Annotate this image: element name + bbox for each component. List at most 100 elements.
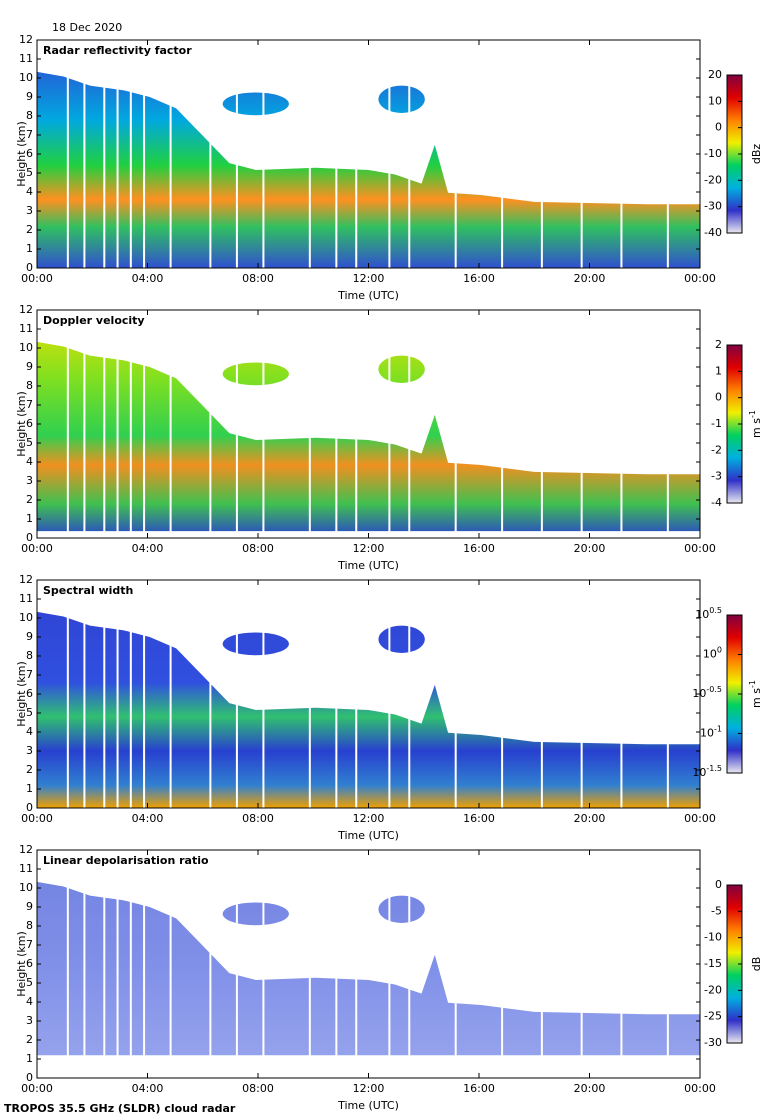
y-tick-label: 6 — [26, 957, 33, 970]
data-gap — [103, 310, 106, 538]
colorbar-tick-label: -10 — [704, 931, 722, 944]
y-tick-label: 0 — [26, 1071, 33, 1084]
x-axis-label: Time (UTC) — [337, 289, 399, 302]
data-gap — [388, 580, 391, 808]
y-tick-label: 8 — [26, 109, 33, 122]
x-tick-label: 00:00 — [684, 812, 716, 825]
x-tick-label: 04:00 — [132, 542, 164, 555]
data-gap — [308, 580, 311, 808]
data-gap — [116, 850, 119, 1078]
data-gap — [209, 40, 212, 268]
x-tick-label: 00:00 — [21, 272, 53, 285]
data-gap — [580, 850, 583, 1078]
colorbar-tick-label: -5 — [711, 904, 722, 917]
x-tick-label: 12:00 — [353, 812, 385, 825]
data-gap — [620, 580, 623, 808]
colorbar-tick-label: -1 — [711, 417, 722, 430]
cloud-field — [37, 40, 700, 268]
data-gap — [308, 40, 311, 268]
y-tick-label: 5 — [26, 976, 33, 989]
x-tick-label: 12:00 — [353, 1082, 385, 1095]
data-gap — [355, 40, 358, 268]
colorbar-label: dBz — [750, 144, 763, 165]
data-gap — [308, 850, 311, 1078]
data-gap — [388, 310, 391, 538]
colorbar-tick-label: -30 — [704, 1036, 722, 1049]
panel: Linear depolarisation ratio0123456789101… — [15, 843, 763, 1112]
cloud-field — [37, 580, 700, 808]
data-gap — [66, 580, 69, 808]
colorbar-tick-label: -4 — [711, 496, 722, 509]
colorbar-tick-label: -20 — [704, 173, 722, 186]
data-gap — [620, 310, 623, 538]
data-gap — [143, 580, 146, 808]
data-gap — [355, 310, 358, 538]
data-gap — [143, 310, 146, 538]
y-axis-label: Height (km) — [15, 661, 28, 727]
data-gap — [66, 310, 69, 538]
cloud-echo — [37, 341, 700, 532]
y-tick-label: 2 — [26, 1033, 33, 1046]
y-tick-label: 3 — [26, 1014, 33, 1027]
y-tick-label: 4 — [26, 185, 33, 198]
data-gap — [169, 580, 172, 808]
x-tick-label: 20:00 — [574, 812, 606, 825]
y-tick-label: 7 — [26, 398, 33, 411]
data-gap — [580, 580, 583, 808]
cloud-echo — [37, 611, 700, 808]
y-tick-label: 10 — [19, 71, 33, 84]
y-tick-label: 12 — [19, 303, 33, 316]
upper-cloud — [222, 362, 289, 386]
x-tick-label: 00:00 — [684, 272, 716, 285]
data-gap — [116, 40, 119, 268]
x-tick-label: 04:00 — [132, 272, 164, 285]
y-axis-label: Height (km) — [15, 391, 28, 457]
data-gap — [620, 850, 623, 1078]
colorbar-tick-label: 1 — [715, 364, 722, 377]
y-tick-label: 6 — [26, 417, 33, 430]
data-gap — [143, 850, 146, 1078]
data-gap — [335, 310, 338, 538]
data-gap — [308, 310, 311, 538]
data-gap — [666, 310, 669, 538]
footer-label: TROPOS 35.5 GHz (SLDR) cloud radar — [4, 1102, 236, 1115]
x-axis-label: Time (UTC) — [337, 559, 399, 572]
x-tick-label: 00:00 — [21, 812, 53, 825]
y-tick-label: 1 — [26, 1052, 33, 1065]
data-gap — [143, 40, 146, 268]
data-gap — [540, 580, 543, 808]
cloud-field — [37, 310, 700, 538]
data-gap — [540, 850, 543, 1078]
data-gap — [209, 850, 212, 1078]
data-gap — [666, 40, 669, 268]
data-gap — [262, 310, 265, 538]
y-tick-label: 11 — [19, 862, 33, 875]
y-tick-label: 5 — [26, 706, 33, 719]
y-tick-label: 3 — [26, 744, 33, 757]
y-tick-label: 4 — [26, 455, 33, 468]
data-gap — [540, 310, 543, 538]
x-tick-label: 04:00 — [132, 812, 164, 825]
y-tick-label: 3 — [26, 204, 33, 217]
y-tick-label: 9 — [26, 900, 33, 913]
y-tick-label: 2 — [26, 223, 33, 236]
y-tick-label: 5 — [26, 166, 33, 179]
y-tick-label: 4 — [26, 725, 33, 738]
y-tick-label: 6 — [26, 147, 33, 160]
y-tick-label: 6 — [26, 687, 33, 700]
x-tick-label: 20:00 — [574, 272, 606, 285]
y-tick-label: 2 — [26, 493, 33, 506]
colorbar-label: dB — [750, 957, 763, 972]
x-tick-label: 04:00 — [132, 1082, 164, 1095]
upper-cloud — [378, 625, 425, 653]
x-tick-label: 08:00 — [242, 542, 274, 555]
data-gap — [501, 850, 504, 1078]
date-label: 18 Dec 2020 — [52, 21, 122, 34]
y-axis-label: Height (km) — [15, 121, 28, 187]
data-gap — [83, 310, 86, 538]
colorbar-tick-label: -3 — [711, 470, 722, 483]
y-tick-label: 1 — [26, 512, 33, 525]
x-axis-label: Time (UTC) — [337, 1099, 399, 1112]
y-tick-label: 7 — [26, 938, 33, 951]
